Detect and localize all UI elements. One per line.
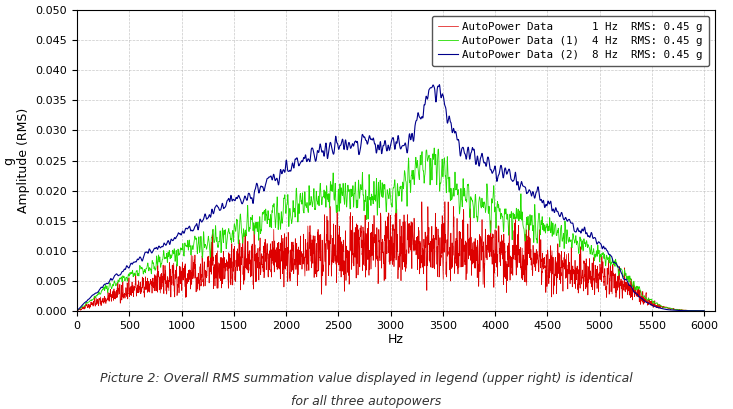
AutoPower Data      1 Hz  RMS: 0.45 g: (0, 4.99e-06): 0.45 g: (0, 4.99e-06) [73, 308, 81, 313]
AutoPower Data (1)  4 Hz  RMS: 0.45 g: (1.43e+03, 0.0108): 0.45 g: (1.43e+03, 0.0108) [221, 243, 230, 248]
AutoPower Data (1)  4 Hz  RMS: 0.45 g: (3.42e+03, 0.0271): 0.45 g: (3.42e+03, 0.0271) [430, 146, 438, 151]
AutoPower Data (2)  8 Hz  RMS: 0.45 g: (0, 8.08e-05): 0.45 g: (0, 8.08e-05) [73, 308, 81, 313]
Line: AutoPower Data (2)  8 Hz  RMS: 0.45 g: AutoPower Data (2) 8 Hz RMS: 0.45 g [77, 85, 704, 311]
AutoPower Data (1)  4 Hz  RMS: 0.45 g: (5.95e+03, 1.88e-05): 0.45 g: (5.95e+03, 1.88e-05) [695, 308, 704, 313]
Line: AutoPower Data      1 Hz  RMS: 0.45 g: AutoPower Data 1 Hz RMS: 0.45 g [77, 202, 704, 311]
AutoPower Data      1 Hz  RMS: 0.45 g: (1.46e+03, 0.00844): 0.45 g: (1.46e+03, 0.00844) [225, 258, 234, 263]
Text: Picture 2: Overall RMS summation value displayed in legend (upper right) is iden: Picture 2: Overall RMS summation value d… [100, 372, 633, 385]
AutoPower Data (2)  8 Hz  RMS: 0.45 g: (2.26e+03, 0.0266): 0.45 g: (2.26e+03, 0.0266) [309, 148, 318, 153]
Line: AutoPower Data (1)  4 Hz  RMS: 0.45 g: AutoPower Data (1) 4 Hz RMS: 0.45 g [77, 148, 704, 311]
AutoPower Data (1)  4 Hz  RMS: 0.45 g: (1.39e+03, 0.0138): 0.45 g: (1.39e+03, 0.0138) [218, 226, 227, 231]
AutoPower Data      1 Hz  RMS: 0.45 g: (2.69e+03, 0.00597): 0.45 g: (2.69e+03, 0.00597) [353, 272, 362, 277]
AutoPower Data (1)  4 Hz  RMS: 0.45 g: (6e+03, 9.16e-06): 0.45 g: (6e+03, 9.16e-06) [700, 308, 709, 313]
AutoPower Data (2)  8 Hz  RMS: 0.45 g: (1.39e+03, 0.0178): 0.45 g: (1.39e+03, 0.0178) [218, 201, 227, 206]
AutoPower Data (2)  8 Hz  RMS: 0.45 g: (1.43e+03, 0.0175): 0.45 g: (1.43e+03, 0.0175) [221, 203, 230, 208]
AutoPower Data      1 Hz  RMS: 0.45 g: (3.52e+03, 0.0181): 0.45 g: (3.52e+03, 0.0181) [441, 199, 449, 204]
AutoPower Data (2)  8 Hz  RMS: 0.45 g: (2.69e+03, 0.0272): 0.45 g: (2.69e+03, 0.0272) [353, 145, 362, 150]
AutoPower Data      1 Hz  RMS: 0.45 g: (6e+03, 1.05e-05): 0.45 g: (6e+03, 1.05e-05) [700, 308, 709, 313]
AutoPower Data (1)  4 Hz  RMS: 0.45 g: (0, 2.99e-05): 0.45 g: (0, 2.99e-05) [73, 308, 81, 313]
AutoPower Data (2)  8 Hz  RMS: 0.45 g: (3.47e+03, 0.0376): 0.45 g: (3.47e+03, 0.0376) [435, 82, 443, 87]
Y-axis label: g
Amplitude (RMS): g Amplitude (RMS) [2, 108, 30, 213]
AutoPower Data (1)  4 Hz  RMS: 0.45 g: (2.69e+03, 0.019): 0.45 g: (2.69e+03, 0.019) [353, 194, 362, 199]
X-axis label: Hz: Hz [388, 333, 404, 346]
AutoPower Data (1)  4 Hz  RMS: 0.45 g: (1.46e+03, 0.013): 0.45 g: (1.46e+03, 0.013) [225, 230, 234, 235]
AutoPower Data (2)  8 Hz  RMS: 0.45 g: (1.46e+03, 0.0184): 0.45 g: (1.46e+03, 0.0184) [225, 198, 234, 202]
AutoPower Data      1 Hz  RMS: 0.45 g: (1.39e+03, 0.00606): 0.45 g: (1.39e+03, 0.00606) [218, 272, 227, 277]
AutoPower Data (2)  8 Hz  RMS: 0.45 g: (6e+03, 1.68e-06): 0.45 g: (6e+03, 1.68e-06) [700, 308, 709, 313]
Legend: AutoPower Data      1 Hz  RMS: 0.45 g, AutoPower Data (1)  4 Hz  RMS: 0.45 g, Au: AutoPower Data 1 Hz RMS: 0.45 g, AutoPow… [432, 16, 710, 66]
Text: for all three autopowers: for all three autopowers [292, 395, 441, 408]
AutoPower Data (2)  8 Hz  RMS: 0.45 g: (5.95e+03, 3.37e-06): 0.45 g: (5.95e+03, 3.37e-06) [695, 308, 704, 313]
AutoPower Data      1 Hz  RMS: 0.45 g: (1.43e+03, 0.00774): 0.45 g: (1.43e+03, 0.00774) [221, 262, 230, 267]
AutoPower Data      1 Hz  RMS: 0.45 g: (2.26e+03, 0.0099): 0.45 g: (2.26e+03, 0.0099) [309, 249, 318, 254]
AutoPower Data (1)  4 Hz  RMS: 0.45 g: (2.26e+03, 0.0188): 0.45 g: (2.26e+03, 0.0188) [309, 195, 318, 200]
AutoPower Data      1 Hz  RMS: 0.45 g: (5.95e+03, 1.89e-05): 0.45 g: (5.95e+03, 1.89e-05) [695, 308, 704, 313]
